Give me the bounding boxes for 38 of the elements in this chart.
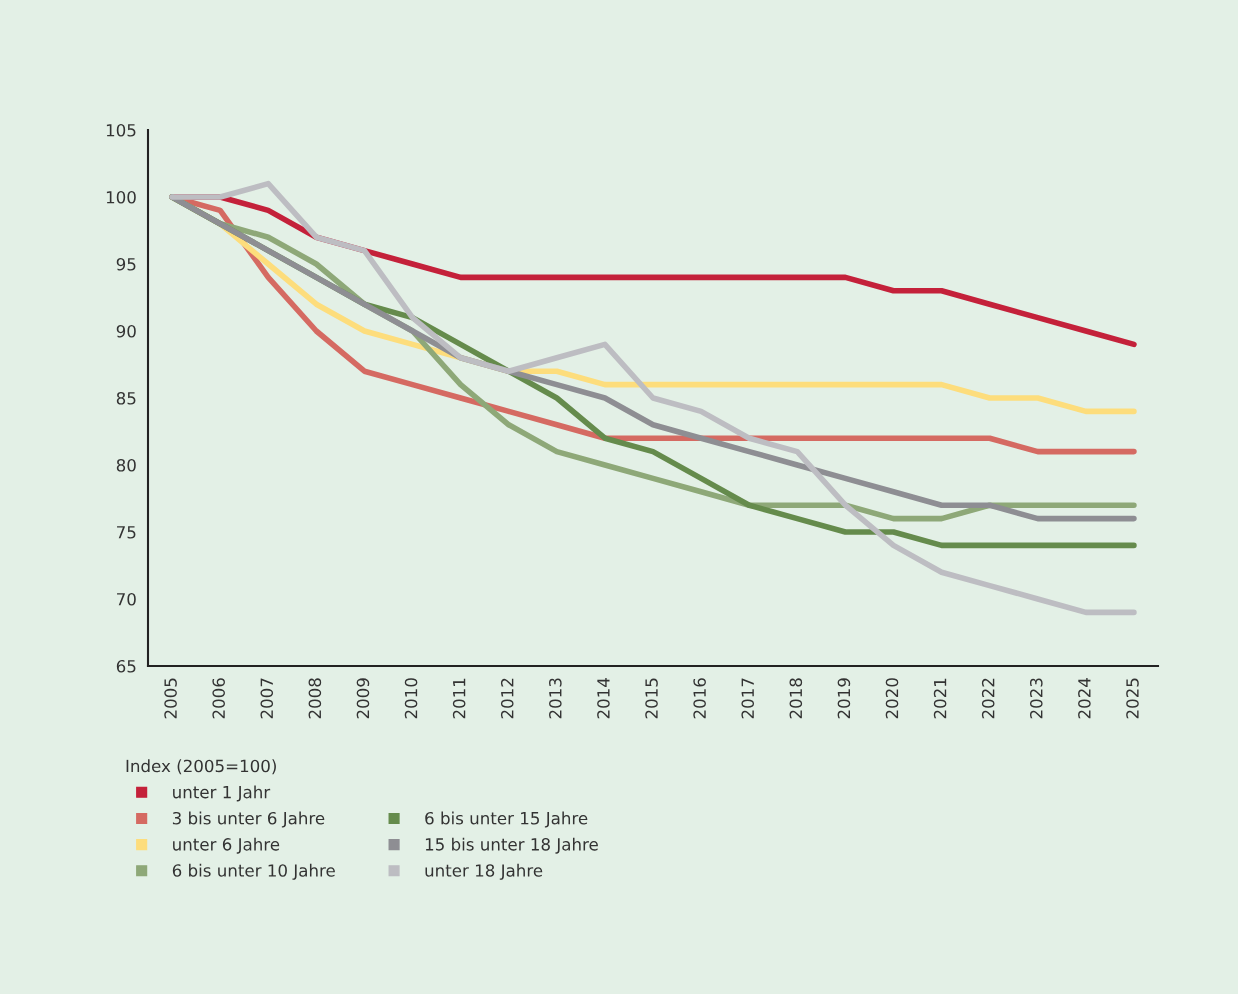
legend-label: 6 bis unter 10 Jahre	[172, 863, 335, 880]
y-tick-label: 70	[117, 592, 136, 606]
x-tick-label: 2023	[1029, 678, 1043, 719]
x-tick-label: 2015	[645, 678, 658, 719]
x-tick-label: 2020	[885, 678, 899, 719]
x-tick-label: 2007	[260, 678, 274, 719]
x-tick-label: 2005	[164, 678, 177, 719]
y-tick-label: 105	[106, 123, 136, 137]
x-tick-label: 2010	[404, 678, 418, 719]
x-tick-label: 2024	[1078, 678, 1091, 719]
y-tick-label: 75	[117, 526, 136, 539]
legend-title: Index (2005=100)	[126, 759, 276, 775]
legend-label: 15 bis unter 18 Jahre	[425, 837, 598, 854]
x-tick-label: 2008	[308, 678, 322, 719]
y-tick-label: 95	[116, 257, 136, 271]
x-tick-label: 2018	[789, 678, 803, 719]
x-tick-label: 2009	[356, 678, 370, 719]
y-tick-label: 100	[106, 190, 136, 204]
x-tick-label: 2011	[452, 678, 466, 719]
x-tick-label: 2019	[837, 678, 851, 719]
x-tick-label: 2016	[693, 678, 706, 719]
legend-label: unter 1 Jahr	[173, 785, 271, 802]
x-tick-label: 2012	[500, 678, 514, 719]
y-tick-label: 65	[116, 659, 136, 673]
legend-label: unter 6 Jahre	[173, 837, 280, 854]
x-tick-label: 2013	[549, 678, 562, 719]
y-tick-label: 90	[116, 324, 136, 338]
legend-label: 3 bis unter 6 Jahre	[172, 811, 325, 828]
x-tick-label: 2022	[981, 678, 995, 719]
x-tick-label: 2025	[1126, 678, 1139, 719]
y-tick-label: 85	[116, 391, 136, 405]
x-tick-label: 2014	[597, 678, 610, 719]
y-tick-label: 80	[116, 458, 136, 472]
x-tick-label: 2006	[212, 678, 225, 719]
legend-label: unter 18 Jahre	[425, 863, 543, 880]
legend-label: 6 bis unter 15 Jahre	[425, 811, 588, 828]
x-tick-label: 2021	[933, 678, 947, 719]
x-tick-label: 2017	[741, 678, 755, 719]
